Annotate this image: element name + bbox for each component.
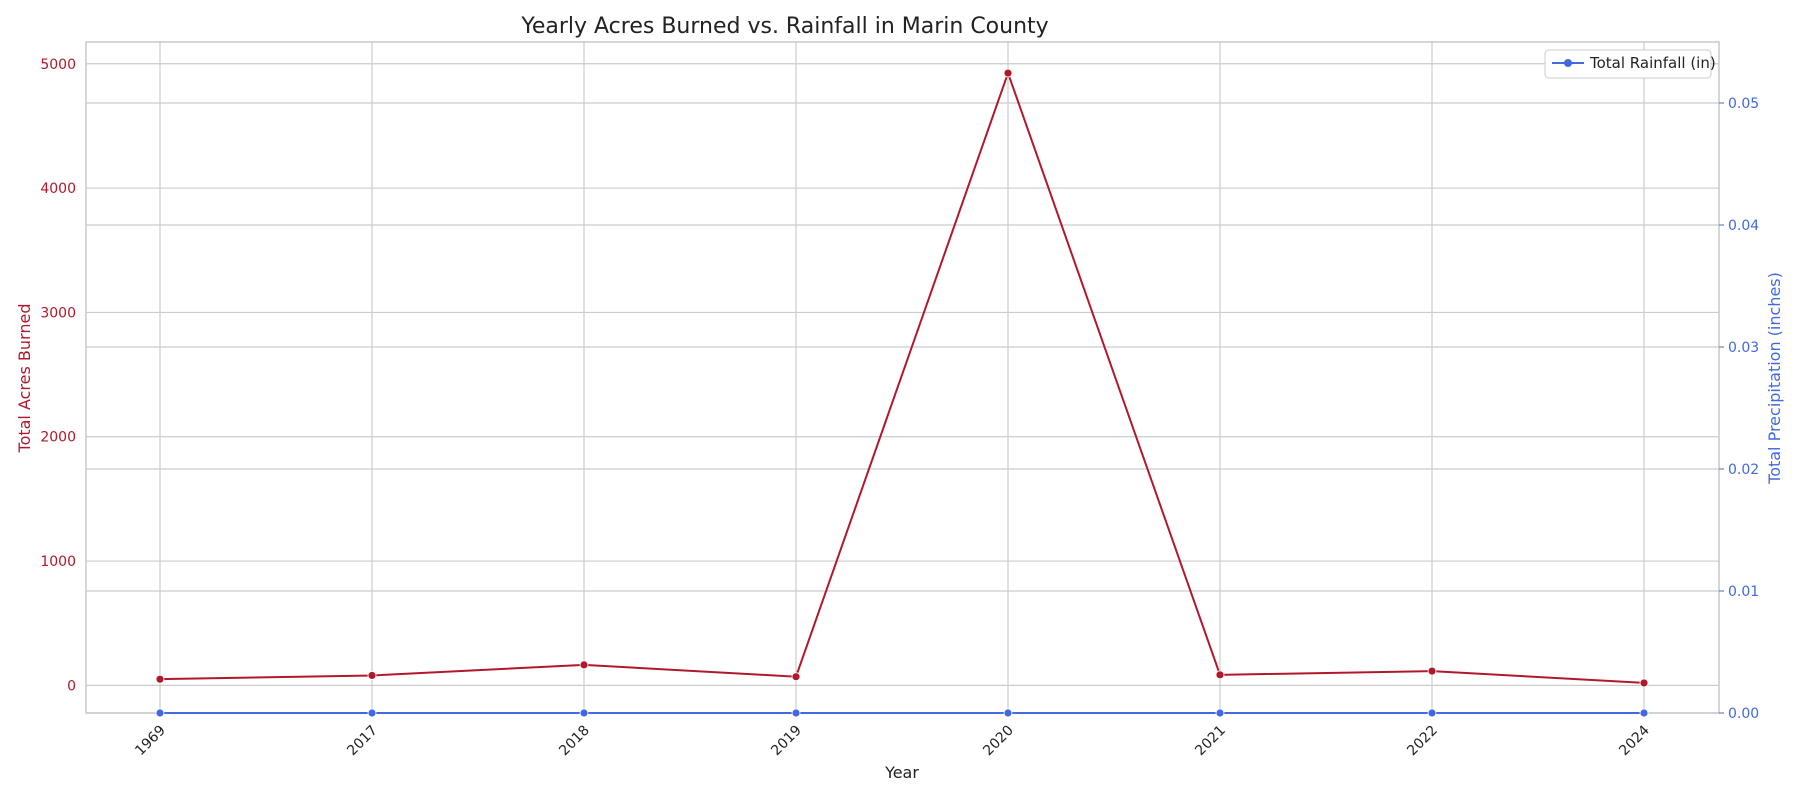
y-left-tick-label: 4000 <box>40 181 76 197</box>
data-point-acres-burned <box>1639 678 1649 688</box>
data-point-rainfall <box>1639 708 1649 718</box>
x-tick-label: 2017 <box>344 723 381 760</box>
legend: Total Rainfall (in) <box>1544 49 1716 79</box>
data-point-acres-burned <box>1003 68 1013 78</box>
data-point-acres-burned <box>1215 670 1225 680</box>
x-tick-label: 2024 <box>1616 722 1653 759</box>
x-tick-label: 2021 <box>1192 723 1229 760</box>
legend-marker-rainfall <box>1564 59 1572 67</box>
x-axis-label: Year <box>884 763 919 782</box>
y-axis-label-right: Total Precipitation (inches) <box>1765 272 1784 485</box>
y-left-tick-label: 3000 <box>40 305 76 321</box>
legend-label-rainfall: Total Rainfall (in) <box>1589 54 1716 72</box>
x-tick-label: 2019 <box>768 723 805 760</box>
x-tick-label: 1969 <box>132 723 169 760</box>
y-right-tick-label: 0.05 <box>1728 96 1759 112</box>
y-right-tick-label: 0.03 <box>1728 340 1759 356</box>
y-right-tick-label: 0.00 <box>1728 706 1759 722</box>
data-point-acres-burned <box>579 660 589 670</box>
data-point-rainfall <box>155 708 165 718</box>
y-left-tick-label: 0 <box>67 678 76 694</box>
data-point-rainfall <box>1215 708 1225 718</box>
x-tick-label: 2018 <box>556 723 593 760</box>
data-point-rainfall <box>367 708 377 718</box>
data-point-acres-burned <box>155 674 165 684</box>
y-left-tick-label: 5000 <box>40 57 76 73</box>
plot-frame <box>85 41 1720 714</box>
y-left-tick-label: 2000 <box>40 430 76 446</box>
data-point-acres-burned <box>791 672 801 682</box>
y-axis-label-left: Total Acres Burned <box>15 304 34 454</box>
data-point-acres-burned <box>367 671 377 680</box>
y-right-tick-label: 0.01 <box>1728 584 1759 600</box>
y-right-tick-label: 0.02 <box>1728 462 1759 478</box>
x-tick-label: 2022 <box>1404 723 1441 760</box>
y-left-tick-label: 1000 <box>40 554 76 570</box>
data-point-rainfall <box>1427 708 1437 718</box>
series-line-acres-burned <box>159 70 1645 684</box>
data-point-rainfall <box>791 708 801 718</box>
legend-box <box>1544 49 1712 79</box>
data-point-rainfall <box>1003 708 1013 718</box>
data-point-rainfall <box>579 708 589 718</box>
y-right-tick-label: 0.04 <box>1728 218 1759 234</box>
data-point-acres-burned <box>1427 666 1437 676</box>
chart-title: Yearly Acres Burned vs. Rainfall in Mari… <box>520 14 1048 39</box>
x-tick-label: 2020 <box>980 723 1017 760</box>
